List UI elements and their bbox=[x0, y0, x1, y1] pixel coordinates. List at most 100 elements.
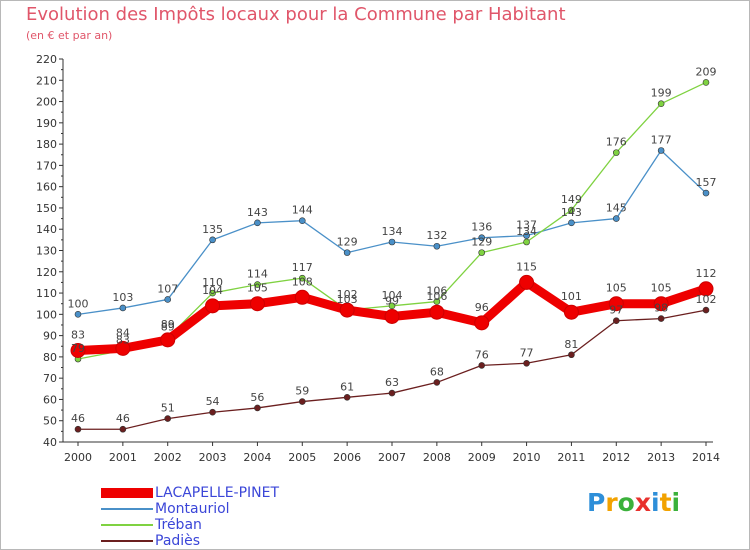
logo-letter: t bbox=[659, 488, 672, 517]
data-point bbox=[119, 425, 127, 433]
data-label: 97 bbox=[609, 304, 623, 317]
data-label: 61 bbox=[340, 380, 354, 393]
data-label: 106 bbox=[426, 290, 447, 303]
x-tick-label: 2014 bbox=[692, 451, 720, 464]
logo-letter: i bbox=[671, 488, 681, 517]
data-label: 135 bbox=[202, 223, 223, 236]
y-tick-label: 160 bbox=[36, 181, 57, 194]
data-point bbox=[298, 274, 306, 282]
data-label: 114 bbox=[247, 268, 268, 281]
data-point bbox=[74, 425, 82, 433]
x-tick-label: 2010 bbox=[513, 451, 541, 464]
data-point bbox=[254, 404, 261, 412]
data-label: 134 bbox=[516, 225, 537, 238]
data-label: 104 bbox=[202, 284, 223, 297]
data-point bbox=[388, 238, 396, 246]
data-label: 51 bbox=[161, 402, 175, 415]
data-label: 89 bbox=[161, 321, 175, 334]
data-point bbox=[343, 249, 351, 256]
x-tick-label: 2002 bbox=[154, 451, 182, 464]
data-label: 83 bbox=[71, 329, 85, 342]
legend-swatch bbox=[101, 508, 153, 510]
y-tick-label: 220 bbox=[36, 53, 57, 66]
data-label: 81 bbox=[564, 338, 578, 351]
data-point bbox=[702, 306, 710, 314]
y-tick-label: 180 bbox=[36, 138, 57, 151]
data-point bbox=[205, 298, 221, 314]
data-label: 54 bbox=[206, 395, 220, 408]
data-label: 59 bbox=[295, 385, 309, 398]
data-label: 105 bbox=[247, 282, 268, 295]
data-point bbox=[523, 232, 530, 239]
y-tick-label: 120 bbox=[36, 266, 57, 279]
data-label: 101 bbox=[561, 290, 582, 303]
x-tick-label: 2006 bbox=[333, 451, 361, 464]
data-point bbox=[74, 311, 82, 318]
data-label: 103 bbox=[337, 293, 358, 306]
data-point bbox=[388, 302, 396, 310]
data-label: 176 bbox=[606, 136, 627, 149]
data-label: 136 bbox=[471, 221, 492, 234]
data-point bbox=[653, 296, 669, 312]
x-tick-label: 2013 bbox=[647, 451, 675, 464]
y-tick-label: 70 bbox=[43, 372, 57, 385]
data-label: 129 bbox=[471, 236, 492, 249]
legend-swatch bbox=[101, 540, 153, 542]
data-point bbox=[388, 389, 396, 397]
y-tick-label: 40 bbox=[43, 436, 57, 449]
data-label: 143 bbox=[247, 206, 268, 219]
data-label: 77 bbox=[520, 346, 534, 359]
data-point bbox=[523, 238, 530, 246]
data-label: 103 bbox=[112, 291, 133, 304]
data-point bbox=[343, 394, 351, 401]
y-tick-label: 80 bbox=[43, 351, 57, 364]
y-tick-label: 170 bbox=[36, 159, 57, 172]
data-label: 108 bbox=[292, 275, 313, 288]
data-point bbox=[612, 149, 620, 156]
data-point bbox=[254, 281, 261, 288]
data-point bbox=[119, 304, 127, 312]
data-point bbox=[568, 219, 575, 227]
data-point bbox=[608, 296, 624, 312]
y-tick-label: 50 bbox=[43, 415, 57, 428]
data-label: 177 bbox=[651, 133, 672, 146]
data-point bbox=[478, 249, 486, 256]
chart-subtitle: (en € et par an) bbox=[26, 29, 113, 42]
y-tick-label: 150 bbox=[36, 202, 57, 215]
x-tick-label: 2000 bbox=[64, 451, 92, 464]
data-label: 104 bbox=[382, 289, 403, 302]
data-label: 46 bbox=[71, 412, 85, 425]
data-label: 96 bbox=[475, 301, 489, 314]
x-tick-label: 2012 bbox=[602, 451, 630, 464]
logo-letter: o bbox=[617, 488, 635, 517]
data-label: 143 bbox=[561, 206, 582, 219]
data-point bbox=[612, 215, 620, 222]
y-tick-label: 130 bbox=[36, 245, 57, 258]
y-tick-label: 100 bbox=[36, 308, 57, 321]
data-label: 132 bbox=[426, 229, 447, 242]
data-point bbox=[519, 274, 535, 290]
data-label: 115 bbox=[516, 260, 537, 273]
data-label: 100 bbox=[68, 297, 89, 310]
data-point bbox=[433, 242, 441, 250]
data-label: 89 bbox=[161, 318, 175, 331]
data-point bbox=[702, 79, 710, 86]
data-point bbox=[160, 332, 176, 348]
data-point bbox=[698, 281, 714, 297]
data-label: 99 bbox=[385, 294, 399, 307]
data-point bbox=[164, 296, 172, 303]
x-tick-label: 2004 bbox=[243, 451, 271, 464]
data-label: 84 bbox=[116, 326, 130, 339]
data-point bbox=[568, 351, 575, 359]
data-point bbox=[70, 343, 86, 359]
data-label: 98 bbox=[654, 302, 668, 315]
data-point bbox=[384, 308, 400, 324]
data-label: 157 bbox=[696, 176, 717, 189]
data-label: 137 bbox=[516, 219, 537, 232]
data-point bbox=[433, 298, 441, 305]
logo-letter: x bbox=[634, 488, 651, 517]
x-tick-label: 2011 bbox=[557, 451, 585, 464]
y-tick-label: 110 bbox=[36, 287, 57, 300]
x-tick-label: 2003 bbox=[199, 451, 227, 464]
data-point bbox=[657, 100, 665, 107]
